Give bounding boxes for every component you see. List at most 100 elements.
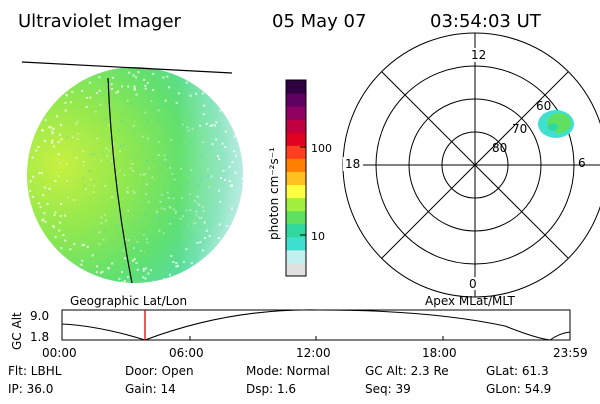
disc-pixel: [142, 233, 145, 236]
disc-pixel: [202, 141, 205, 144]
disc-pixel: [37, 202, 40, 205]
disc-pixel: [144, 277, 147, 280]
colorbar-band: [286, 106, 306, 120]
disc-pixel: [140, 219, 143, 222]
disc-pixel: [51, 141, 53, 144]
disc-pixel: [194, 222, 197, 225]
disc-pixel: [53, 214, 56, 217]
disc-pixel: [59, 133, 61, 136]
disc-pixel: [228, 165, 231, 168]
disc-pixel: [128, 71, 131, 74]
disc-pixel: [31, 195, 34, 198]
status-mode: Mode: Normal: [246, 364, 330, 378]
disc-pixel: [169, 190, 172, 193]
disc-pixel: [144, 84, 147, 87]
altitude-trace: [61, 309, 571, 341]
disc-pixel: [138, 143, 141, 146]
disc-pixel: [126, 186, 129, 189]
disc-pixel: [99, 103, 102, 106]
disc-pixel: [233, 135, 236, 138]
disc-pixel: [201, 249, 204, 252]
disc-pixel: [53, 226, 56, 229]
altitude-xtick-2359: 23:59: [553, 346, 588, 360]
disc-pixel: [213, 124, 216, 127]
disc-pixel: [103, 229, 106, 232]
colorbar-frame: [285, 79, 307, 277]
disc-pixel: [209, 125, 212, 127]
disc-pixel: [124, 257, 127, 260]
disc-pixel: [57, 161, 60, 164]
disc-pixel: [180, 197, 183, 199]
disc-pixel: [187, 224, 190, 227]
blob-spot: [548, 123, 558, 131]
disc-pixel: [77, 132, 80, 135]
disc-pixel: [89, 153, 92, 156]
mlt-label-12: 12: [471, 48, 486, 62]
disc-pixel: [177, 264, 179, 267]
disc-pixel: [133, 191, 136, 194]
disc-pixel: [235, 154, 237, 157]
colorbar-band: [286, 158, 306, 172]
disc-pixel: [211, 143, 214, 146]
disc-pixel: [204, 236, 206, 239]
time-label: 03:54:03 UT: [430, 11, 542, 32]
disc-pixel: [228, 180, 231, 182]
disc-pixel: [96, 137, 99, 140]
disc-pixel: [161, 193, 163, 196]
disc-pixel: [80, 152, 83, 155]
disc-pixel: [93, 184, 96, 187]
disc-pixel: [218, 158, 221, 161]
disc-pixel: [54, 236, 57, 239]
colorbar-label-10: 10: [311, 230, 325, 243]
disc-pixel: [104, 173, 107, 176]
disc-pixel: [128, 189, 131, 192]
disc-pixel: [120, 120, 123, 123]
disc-pixel: [133, 85, 136, 88]
disc-pixel: [169, 206, 172, 209]
status-gc-alt: GC Alt: 2.3 Re: [365, 364, 449, 378]
disc-pixel: [138, 161, 141, 164]
disc-pixel: [180, 167, 182, 170]
disc-pixel: [82, 161, 85, 163]
disc-pixel: [163, 154, 166, 157]
disc-pixel: [69, 248, 72, 251]
disc-pixel: [52, 225, 55, 227]
colorbar-band: [286, 145, 306, 159]
disc-pixel: [157, 109, 160, 112]
disc-pixel: [57, 153, 60, 156]
disc-pixel: [206, 168, 209, 171]
disc-pixel: [132, 189, 135, 192]
altitude-ytick-1-8: 1.8: [30, 330, 49, 344]
disc-pixel: [146, 81, 149, 84]
polar-plot: 12 18 6 0 60 70 80: [342, 32, 600, 298]
disc-pixel: [195, 210, 198, 213]
mlt-label-6: 6: [578, 156, 586, 170]
disc-pixel: [60, 203, 62, 205]
disc-pixel: [131, 251, 134, 253]
disc-pixel: [142, 276, 145, 279]
geographic-image-panel: [21, 61, 243, 284]
disc-pixel: [198, 153, 201, 156]
disc-pixel: [157, 153, 160, 156]
disc-pixel: [177, 92, 180, 95]
disc-pixel: [165, 169, 168, 172]
disc-pixel: [88, 81, 91, 84]
disc-pixel: [173, 216, 175, 219]
disc-pixel: [202, 113, 205, 116]
disc-pixel: [185, 81, 188, 84]
disc-pixel: [142, 267, 145, 270]
disc-pixel: [73, 242, 76, 245]
disc-pixel: [152, 72, 155, 75]
disc-pixel: [153, 166, 155, 169]
colorbar-band: [286, 93, 306, 107]
disc-pixel: [80, 263, 83, 266]
disc-pixel: [96, 265, 99, 268]
disc-pixel: [160, 207, 163, 210]
disc-pixel: [218, 223, 221, 226]
disc-pixel: [121, 85, 123, 88]
disc-pixel: [202, 210, 205, 213]
disc-pixel: [158, 217, 161, 220]
disc-pixel: [113, 114, 116, 117]
disc-pixel: [219, 200, 222, 203]
disc-pixel: [118, 129, 120, 132]
